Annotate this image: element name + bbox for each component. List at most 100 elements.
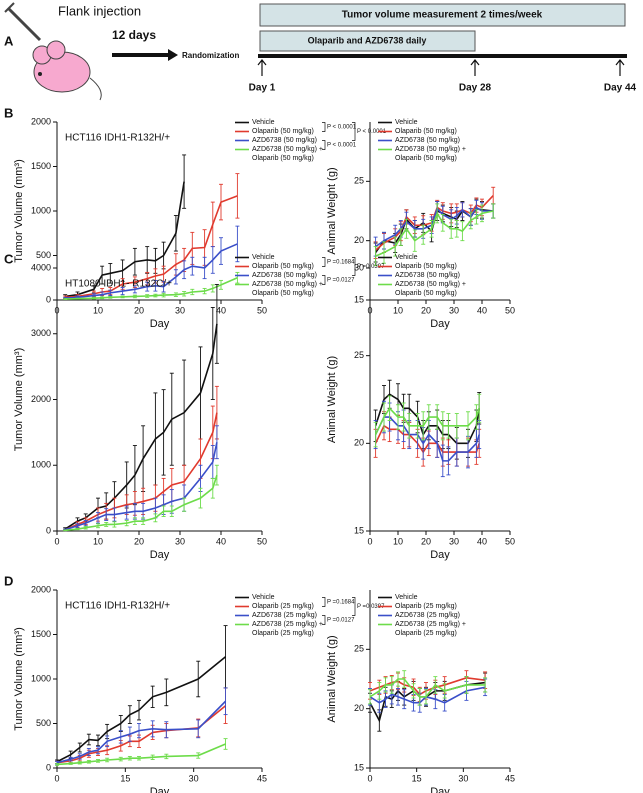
x-tick-label: 40 [216, 305, 226, 315]
y-tick-label: 0 [46, 762, 51, 772]
legend-entry: Vehicle [378, 593, 490, 602]
legend-swatch [378, 148, 392, 151]
legend-entry: AZD6738 (50 mg/kg) + Olaparib (50 mg/kg) [378, 145, 490, 163]
x-tick-label: 10 [393, 536, 403, 546]
legend-swatch [235, 121, 249, 124]
legend-entry: AZD6738 (50 mg/kg) [235, 271, 347, 280]
legend-entry: Olaparib (25 mg/kg) [378, 602, 490, 611]
legend-entry: AZD6738 (50 mg/kg) [378, 271, 490, 280]
legend: Vehicle Olaparib (50 mg/kg) AZD6738 (50 mg… [235, 118, 347, 163]
p-value: P =0.0127 [327, 618, 355, 624]
chart-title: HT1080 IDH1- R132C/+ [65, 279, 172, 290]
series-line [56, 700, 227, 764]
x-tick-label: 0 [367, 773, 372, 783]
legend-label: Vehicle [395, 594, 418, 601]
series-line [65, 195, 238, 299]
y-axis-label: Tumor Volume (mm³) [13, 627, 25, 731]
legend-swatch [235, 605, 249, 608]
legend-swatch [235, 614, 249, 617]
x-tick-label: 0 [54, 773, 59, 783]
y-tick-label: 1000 [31, 205, 51, 215]
legend-label: AZD6738 (50 mg/kg) [395, 137, 460, 144]
x-tick-label: 20 [134, 536, 144, 546]
treatment-label: Olaparib and AZD6738 daily [308, 35, 427, 45]
y-tick-label: 15 [354, 762, 364, 772]
legend-label: AZD6738 (50 mg/kg) [395, 272, 460, 279]
series-line [374, 393, 480, 445]
y-tick-label: 15 [354, 294, 364, 304]
legend-entry: AZD6738 (50 mg/kg) + Olaparib (50 mg/kg) [235, 280, 347, 298]
p-value: P =0.1684 [327, 600, 355, 606]
x-tick-label: 40 [216, 536, 226, 546]
p-value: P < 0.0001 [327, 143, 357, 149]
legend-swatch [235, 274, 249, 277]
legend-label: AZD6738 (50 mg/kg) + Olaparib (50 mg/kg) [395, 146, 467, 162]
legend-entry: Vehicle [235, 253, 347, 262]
x-axis-label: Day [430, 549, 450, 561]
chart-title: HCT116 IDH1-R132H/+ [65, 601, 170, 612]
series-line [65, 243, 238, 300]
legend-entry: Vehicle [378, 253, 490, 262]
y-tick-label: 25 [354, 644, 364, 654]
legend-label: AZD6738 (50 mg/kg) + Olaparib (50 mg/kg) [395, 281, 467, 297]
y-tick-label: 20 [354, 235, 364, 245]
x-axis-label: Day [150, 318, 170, 330]
series-line [64, 412, 218, 531]
legend-label: AZD6738 (50 mg/kg) + Olaparib (50 mg/kg) [252, 281, 324, 297]
y-tick-label: 1500 [31, 629, 51, 639]
y-tick-label: 1000 [31, 460, 51, 470]
legend-label: AZD6738 (50 mg/kg) [252, 137, 317, 144]
y-axis-label: Tumor Volume (mm³) [13, 159, 25, 263]
x-tick-label: 30 [175, 305, 185, 315]
p-bracket [352, 597, 356, 616]
legend-swatch [378, 139, 392, 142]
legend-swatch [235, 265, 249, 268]
legend-label: Vehicle [252, 254, 275, 261]
series-line [374, 416, 480, 462]
legend-label: Vehicle [395, 119, 418, 126]
y-tick-label: 500 [36, 250, 51, 260]
p-value: P =0.1684 [327, 260, 355, 266]
x-tick-label: 10 [393, 305, 403, 315]
legend-label: Vehicle [252, 119, 275, 126]
panel-label: D [4, 573, 13, 588]
series-line [369, 686, 486, 704]
x-tick-label: 50 [257, 536, 267, 546]
legend: Vehicle Olaparib (25 mg/kg) AZD6738 (25 mg… [378, 593, 490, 638]
legend-swatch [235, 623, 249, 626]
series-line [56, 743, 226, 766]
legend-label: Olaparib (25 mg/kg) [252, 603, 314, 610]
x-tick-label: 30 [449, 305, 459, 315]
y-tick-label: 2000 [31, 394, 51, 404]
series-line [64, 323, 218, 530]
legend-swatch [378, 274, 392, 277]
y-tick-label: 25 [354, 350, 364, 360]
error-bar [373, 246, 378, 267]
legend-swatch [378, 596, 392, 599]
y-axis-label: Animal Weight (g) [326, 167, 338, 254]
x-tick-label: 10 [93, 536, 103, 546]
measurement-label: Tumor volume measurement 2 times/week [342, 10, 543, 21]
y-tick-label: 2000 [31, 584, 51, 594]
legend-swatch [235, 256, 249, 259]
x-tick-label: 20 [421, 536, 431, 546]
error-bar [477, 420, 482, 450]
legend-swatch [378, 121, 392, 124]
legend: Vehicle Olaparib (50 mg/kg) AZD6738 (50 mg… [378, 118, 490, 163]
p-value: P < 0.0001 [327, 125, 357, 131]
y-tick-label: 3000 [31, 328, 51, 338]
legend-entry: Olaparib (50 mg/kg) [235, 127, 347, 136]
p-bracket [352, 257, 356, 276]
legend-label: AZD6738 (50 mg/kg) + Olaparib (50 mg/kg) [252, 146, 324, 162]
legend-entry: AZD6738 (50 mg/kg) + Olaparib (50 mg/kg) [235, 145, 347, 163]
p-bracket [322, 140, 326, 150]
legend-entry: Olaparib (50 mg/kg) [378, 127, 490, 136]
legend: Vehicle Olaparib (50 mg/kg) AZD6738 (50 mg… [378, 253, 490, 298]
x-tick-label: 0 [54, 536, 59, 546]
legend-entry: AZD6738 (50 mg/kg) [235, 136, 347, 145]
legend-label: AZD6738 (25 mg/kg) + Olaparib (25 mg/kg) [395, 621, 467, 637]
series-line [64, 442, 218, 531]
x-tick-label: 0 [367, 536, 372, 546]
x-tick-label: 15 [412, 773, 422, 783]
measurement-box [259, 3, 626, 27]
